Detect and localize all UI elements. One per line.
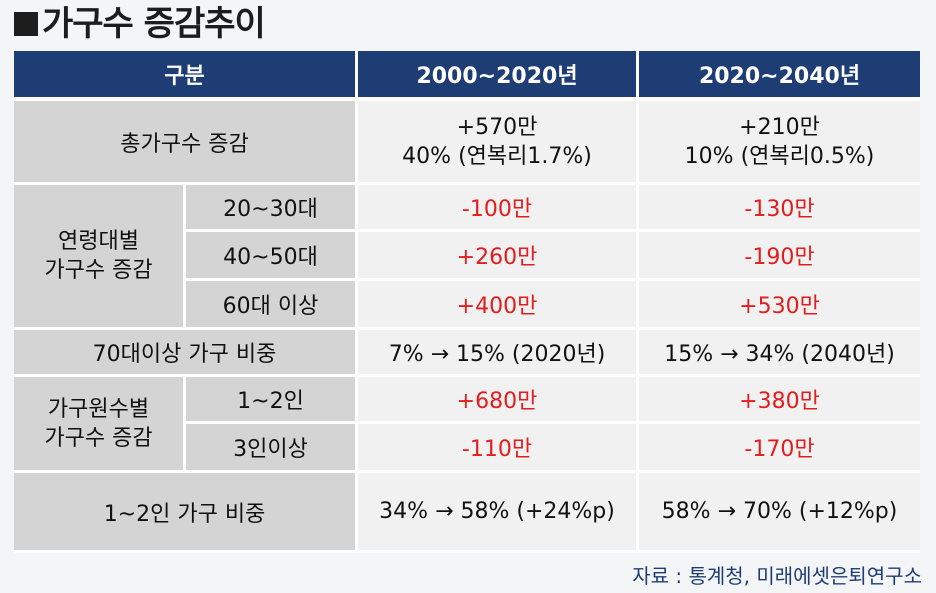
elderly-share-period-2: 15% → 34% (2040년)	[639, 330, 921, 377]
total-p2-rate: 10% (연복리0.5%)	[684, 143, 875, 169]
total-p1-count: +570만	[456, 114, 538, 140]
household-size-label-line2: 가구수 증감	[44, 425, 153, 451]
size-1-2-period-2: +380만	[639, 377, 921, 424]
age-60-plus-period-2: +530만	[639, 281, 921, 330]
row-label-elderly-share: 70대이상 가구 비중	[14, 330, 359, 377]
table-row-total: 총가구수 증감 +570만 40% (연복리1.7%) +210만 10% (연복리…	[14, 101, 921, 185]
table-row-age-40-50: 40~50대 +260만 -190만	[14, 232, 921, 281]
size-3-plus-period-2: -170만	[639, 424, 921, 473]
sub-label-size-1-2: 1~2인	[186, 377, 359, 424]
age-20-30-period-1: -100만	[358, 185, 640, 232]
age-40-50-period-2: -190만	[639, 232, 921, 281]
table-row-size-3-plus: 3인이상 -110만 -170만	[14, 424, 921, 473]
total-period-1: +570만 40% (연복리1.7%)	[358, 101, 640, 185]
row-label-total: 총가구수 증감	[14, 101, 359, 185]
sub-label-size-3-plus: 3인이상	[186, 424, 359, 473]
square-bullet-icon	[14, 12, 38, 36]
age-20-30-period-2: -130만	[639, 185, 921, 232]
age-40-50-period-1: +260만	[358, 232, 640, 281]
age-group-label-line2: 가구수 증감	[44, 258, 153, 283]
source-note: 자료 : 통계청, 미래에셋은퇴연구소	[632, 564, 922, 588]
total-p1-rate: 40% (연복리1.7%)	[402, 143, 592, 169]
age-group-label-line1: 연령대별	[58, 229, 139, 254]
size-3-plus-period-1: -110만	[358, 424, 640, 473]
sub-label-age-60-plus: 60대 이상	[186, 281, 359, 330]
page-title-text: 가구수 증감추이	[42, 4, 266, 44]
header-period-1: 2000~2020년	[358, 51, 640, 101]
header-category: 구분	[14, 51, 359, 101]
small-share-period-1: 34% → 58% (+24%p)	[358, 473, 640, 553]
table-header-row: 구분 2000~2020년 2020~2040년	[14, 51, 921, 101]
household-size-label-line1: 가구원수별	[47, 396, 150, 422]
age-60-plus-period-1: +400만	[358, 281, 640, 330]
size-1-2-period-1: +680만	[358, 377, 640, 424]
elderly-share-period-1: 7% → 15% (2020년)	[358, 330, 640, 377]
sub-label-age-20-30: 20~30대	[186, 185, 359, 232]
table-row-elderly-share: 70대이상 가구 비중 7% → 15% (2020년) 15% → 34% (…	[14, 330, 921, 377]
total-period-2: +210만 10% (연복리0.5%)	[639, 101, 921, 185]
table-row-age-60-plus: 60대 이상 +400만 +530만	[14, 281, 921, 330]
household-trend-table: 구분 2000~2020년 2020~2040년 총가구수 증감 +570만 40…	[14, 51, 921, 553]
sub-label-age-40-50: 40~50대	[186, 232, 359, 281]
table-row-small-share: 1~2인 가구 비중 34% → 58% (+24%p) 58% → 70% (…	[14, 473, 921, 553]
row-label-small-share: 1~2인 가구 비중	[14, 473, 359, 553]
total-p2-count: +210만	[739, 114, 820, 140]
small-share-period-2: 58% → 70% (+12%p)	[639, 473, 921, 553]
header-period-2: 2020~2040년	[639, 51, 921, 101]
page-title: 가구수 증감추이	[14, 2, 266, 46]
